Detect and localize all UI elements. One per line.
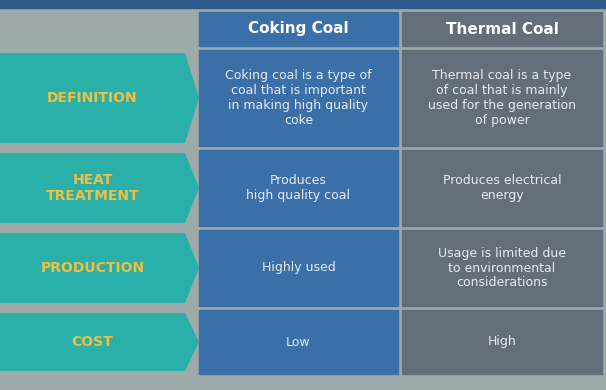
Text: Produces electrical
energy: Produces electrical energy [443,174,561,202]
Text: Highly used: Highly used [262,262,335,275]
Text: Thermal coal is a type
of coal that is mainly
used for the generation
of power: Thermal coal is a type of coal that is m… [428,69,576,127]
Bar [402,12,602,46]
Text: Produces
high quality coal: Produces high quality coal [247,174,350,202]
Polygon shape [0,153,199,223]
Bar [199,12,398,46]
Bar [199,150,398,226]
Text: Low: Low [286,335,311,349]
Text: Thermal Coal: Thermal Coal [445,21,559,37]
Polygon shape [0,313,199,371]
Bar [402,150,602,226]
Text: PRODUCTION: PRODUCTION [41,261,145,275]
Text: DEFINITION: DEFINITION [47,91,138,105]
Text: Usage is limited due
to environmental
considerations: Usage is limited due to environmental co… [438,246,566,289]
Polygon shape [0,233,199,303]
Bar [199,310,398,374]
Bar [402,230,602,306]
Polygon shape [0,53,199,143]
Text: Coking Coal: Coking Coal [248,21,349,37]
Text: HEAT
TREATMENT: HEAT TREATMENT [45,173,139,203]
Text: Coking coal is a type of
coal that is important
in making high quality
coke: Coking coal is a type of coal that is im… [225,69,372,127]
Bar [402,310,602,374]
Bar [0,0,606,8]
Bar [199,230,398,306]
Text: COST: COST [72,335,113,349]
Bar [402,50,602,146]
Bar [199,50,398,146]
Text: High: High [488,335,516,349]
